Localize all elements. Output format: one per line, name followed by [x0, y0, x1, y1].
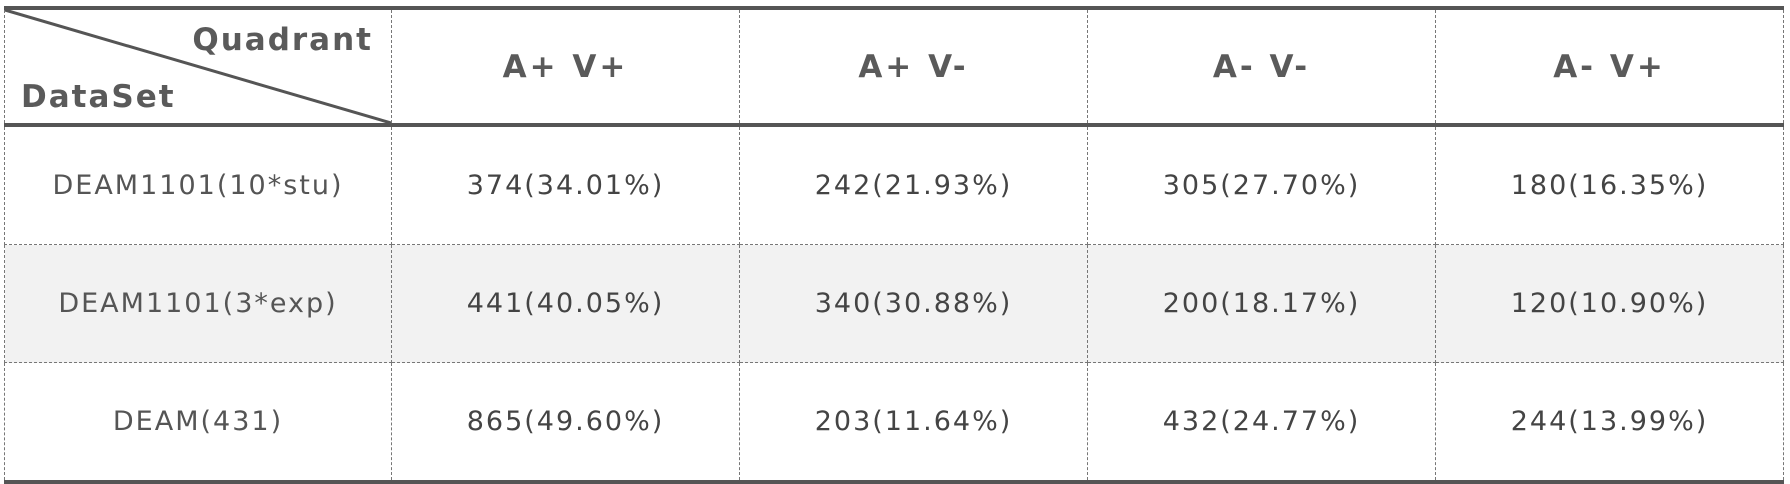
column-header-a-minus-v-minus: A- V- — [1087, 6, 1436, 127]
quadrant-distribution-table: Quadrant DataSet A+ V+ A+ V- A- V- A- V+… — [4, 6, 1784, 484]
corner-label-quadrant: Quadrant — [192, 22, 373, 58]
corner-label-dataset: DataSet — [21, 79, 176, 115]
quadrant-table-container: Quadrant DataSet A+ V+ A+ V- A- V- A- V+… — [4, 6, 1784, 484]
row-label: DEAM(431) — [4, 362, 392, 484]
table-cell: 120(10.90%) — [1435, 244, 1784, 363]
column-header-a-plus-v-plus: A+ V+ — [391, 6, 740, 127]
corner-header-cell: Quadrant DataSet — [4, 6, 392, 127]
table-row: DEAM1101(3*exp) 441(40.05%) 340(30.88%) … — [4, 244, 1784, 363]
table-cell: 865(49.60%) — [391, 362, 740, 484]
table-cell: 432(24.77%) — [1087, 362, 1436, 484]
row-label: DEAM1101(3*exp) — [4, 244, 392, 363]
table-cell: 441(40.05%) — [391, 244, 740, 363]
row-label: DEAM1101(10*stu) — [4, 125, 392, 245]
header-row: Quadrant DataSet A+ V+ A+ V- A- V- A- V+ — [4, 6, 1784, 127]
table-header: Quadrant DataSet A+ V+ A+ V- A- V- A- V+ — [4, 6, 1784, 127]
table-cell: 203(11.64%) — [739, 362, 1088, 484]
table-cell: 374(34.01%) — [391, 125, 740, 245]
table-row: DEAM1101(10*stu) 374(34.01%) 242(21.93%)… — [4, 125, 1784, 245]
table-body: DEAM1101(10*stu) 374(34.01%) 242(21.93%)… — [4, 125, 1784, 484]
table-cell: 180(16.35%) — [1435, 125, 1784, 245]
table-cell: 305(27.70%) — [1087, 125, 1436, 245]
table-cell: 244(13.99%) — [1435, 362, 1784, 484]
column-header-a-minus-v-plus: A- V+ — [1435, 6, 1784, 127]
table-cell: 200(18.17%) — [1087, 244, 1436, 363]
table-cell: 242(21.93%) — [739, 125, 1088, 245]
table-row: DEAM(431) 865(49.60%) 203(11.64%) 432(24… — [4, 362, 1784, 484]
diagonal-divider — [5, 10, 391, 123]
table-cell: 340(30.88%) — [739, 244, 1088, 363]
column-header-a-plus-v-minus: A+ V- — [739, 6, 1088, 127]
